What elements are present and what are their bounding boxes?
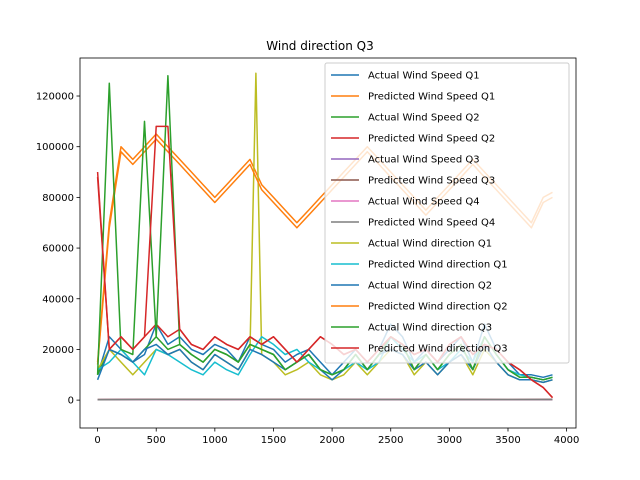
x-tick-label: 2000 (319, 435, 344, 446)
legend-label-1: Actual Wind Speed Q1 (368, 71, 480, 82)
legend-label-14: Predicted Wind direction Q3 (368, 344, 508, 355)
legend-label-11: Actual Wind direction Q2 (368, 281, 492, 292)
x-tick-label: 2500 (378, 435, 403, 446)
y-tick-label: 20000 (42, 345, 74, 356)
axes-layer (79, 57, 577, 429)
legend-label-5: Actual Wind Speed Q3 (368, 155, 480, 166)
legend-box (324, 62, 570, 364)
x-tick-label: 3000 (437, 435, 462, 446)
legend-label-8: Predicted Wind Speed Q4 (368, 218, 495, 229)
legend-label-9: Actual Wind direction Q1 (368, 239, 492, 250)
y-tick-label: 60000 (42, 244, 74, 255)
plot-frame (79, 57, 577, 429)
legend-label-3: Actual Wind Speed Q2 (368, 113, 480, 124)
legend: Actual Wind Speed Q1 Predicted Wind Speed… (324, 62, 570, 364)
x-tick-label: 4000 (554, 435, 579, 446)
legend-label-10: Predicted Wind direction Q1 (368, 260, 508, 271)
x-tick-label: 0 (94, 435, 100, 446)
legend-label-13: Actual Wind direction Q3 (368, 323, 492, 334)
y-tick-label: 80000 (42, 193, 74, 204)
y-tick-label: 40000 (42, 294, 74, 305)
chart-title: Wind direction Q3 (266, 39, 373, 53)
legend-label-6: Predicted Wind Speed Q3 (368, 176, 495, 187)
x-axis-ticks: 0 500 1000 1500 2000 2500 3000 3500 4000 (94, 428, 579, 446)
x-tick-label: 3500 (495, 435, 520, 446)
x-tick-label: 1000 (202, 435, 227, 446)
legend-label-12: Predicted Wind direction Q2 (368, 302, 508, 313)
legend-label-4: Predicted Wind Speed Q2 (368, 134, 495, 145)
y-tick-label: 120000 (36, 92, 74, 103)
x-tick-label: 1500 (261, 435, 286, 446)
y-tick-label: 100000 (36, 142, 74, 153)
y-tick-label: 0 (68, 396, 74, 407)
x-tick-label: 500 (147, 435, 166, 446)
legend-label-7: Actual Wind Speed Q4 (368, 197, 480, 208)
legend-label-2: Predicted Wind Speed Q1 (368, 92, 495, 103)
y-axis-ticks: 0 20000 40000 60000 80000 100000 120000 (36, 92, 80, 407)
